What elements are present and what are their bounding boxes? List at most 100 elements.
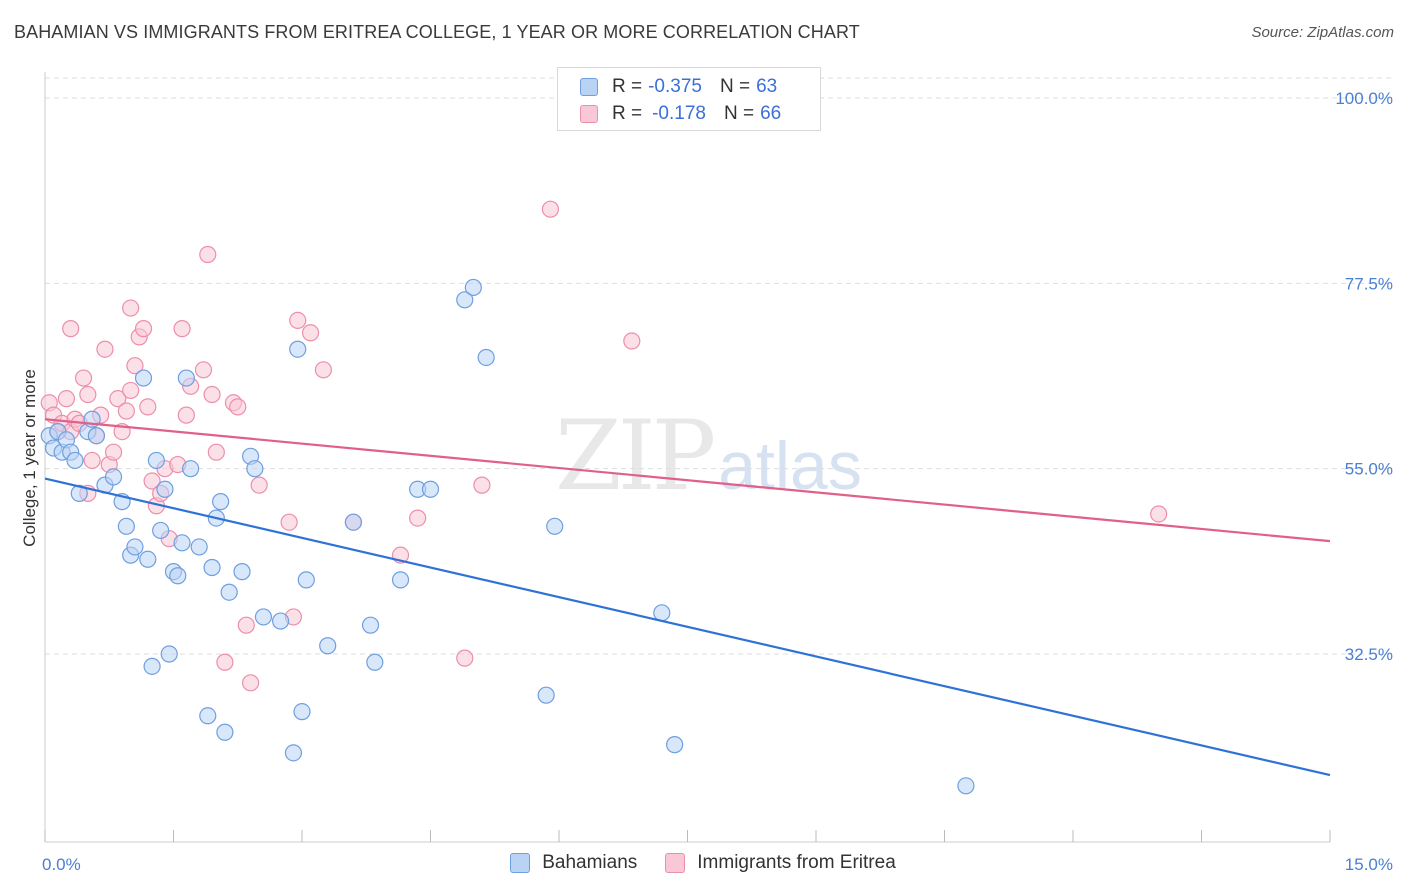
data-point: [456, 291, 474, 309]
n-label: N =: [719, 76, 751, 97]
data-point: [233, 563, 251, 581]
data-point: [280, 513, 298, 531]
eritrea-trend-line: [44, 418, 1331, 543]
r-label: R =: [612, 76, 643, 97]
data-point: [254, 608, 273, 626]
x-tick-label: 0.0%: [42, 855, 81, 874]
y-tick-label: 100.0%: [1335, 89, 1393, 108]
legend-item-eritrea[interactable]: Immigrants from Eritrea: [665, 852, 896, 874]
data-point: [271, 612, 290, 630]
y-axis-label: College, 1 year or more: [20, 369, 39, 547]
data-point: [83, 451, 101, 470]
data-point: [57, 390, 76, 408]
data-point: [194, 361, 213, 379]
data-point: [220, 583, 238, 601]
data-point: [117, 517, 135, 535]
data-point: [203, 385, 221, 404]
data-point: [361, 616, 380, 634]
data-point: [134, 320, 153, 338]
y-tick-label: 32.5%: [1345, 645, 1393, 664]
legend-swatch-pink: [580, 105, 598, 123]
legend-row-bahamians: R = -0.375 N = 63: [580, 75, 777, 99]
data-point: [289, 311, 307, 329]
legend-item-bahamians[interactable]: Bahamians: [510, 852, 637, 874]
data-point: [173, 320, 191, 338]
data-point: [122, 381, 140, 400]
eritrea-label: Immigrants from Eritrea: [697, 852, 896, 873]
data-point: [134, 369, 153, 387]
data-point: [653, 604, 671, 622]
data-point: [409, 509, 427, 527]
axes: [44, 72, 1331, 843]
data-point: [152, 521, 170, 540]
bahamians-swatch: [510, 853, 531, 873]
data-point: [237, 616, 255, 634]
data-point: [289, 340, 307, 358]
source-label: Source: ZipAtlas.com: [1251, 24, 1394, 41]
data-point: [169, 567, 187, 585]
data-point: [541, 200, 560, 218]
data-point: [207, 443, 225, 461]
data-point: [666, 736, 684, 754]
data-point: [1150, 505, 1168, 523]
x-tick-label: 15.0%: [1345, 855, 1393, 874]
data-point: [203, 558, 221, 577]
watermark-atlas: atlas: [718, 428, 862, 504]
legend-row-eritrea: R = -0.178 N = 66: [580, 102, 781, 126]
data-point: [122, 299, 140, 317]
data-point: [177, 369, 195, 387]
data-point: [473, 476, 491, 494]
data-point: [301, 324, 320, 342]
data-point: [74, 369, 93, 387]
bahamian-points: [40, 278, 975, 795]
n-value: 63: [756, 76, 778, 97]
data-point: [546, 517, 564, 535]
trend-lines: [44, 418, 1331, 777]
n-value: 66: [760, 103, 782, 124]
data-point: [126, 357, 144, 375]
eritrea-swatch: [665, 853, 686, 873]
data-point: [477, 348, 495, 367]
data-point: [957, 777, 975, 795]
data-point: [62, 320, 80, 338]
bahamians-label: Bahamians: [542, 852, 638, 873]
data-point: [297, 571, 315, 589]
data-point: [177, 406, 195, 424]
watermark-zip: ZIP: [555, 400, 716, 512]
data-point: [216, 723, 234, 741]
data-point: [314, 361, 333, 379]
chart-title: BAHAMIAN VS IMMIGRANTS FROM ERITREA COLL…: [14, 22, 860, 42]
data-point: [293, 703, 311, 721]
data-point: [182, 460, 200, 478]
data-point: [229, 398, 247, 416]
data-point: [242, 674, 260, 692]
data-point: [456, 649, 474, 667]
series-legend: Bahamians Immigrants from Eritrea: [0, 852, 1406, 874]
data-point: [87, 427, 106, 445]
data-point: [104, 468, 123, 486]
data-point: [190, 538, 208, 556]
data-point: [199, 707, 217, 725]
data-point: [160, 645, 178, 663]
r-label: R =: [612, 103, 643, 124]
bahamians-trend-line: [44, 477, 1331, 777]
data-point: [139, 398, 157, 416]
data-point: [421, 480, 440, 498]
data-point: [173, 534, 191, 552]
legend-swatch-blue: [580, 78, 598, 96]
y-tick-label: 77.5%: [1345, 274, 1393, 293]
zipatlas-watermark: ZIPatlas: [555, 400, 862, 512]
n-label: N =: [723, 103, 755, 124]
data-point: [143, 657, 161, 675]
r-value: -0.375: [648, 76, 702, 97]
r-value: -0.178: [652, 103, 706, 124]
data-point: [344, 513, 362, 531]
data-point: [139, 550, 157, 568]
data-point: [319, 637, 337, 655]
data-point: [284, 744, 303, 762]
data-point: [199, 245, 217, 264]
data-point: [216, 653, 234, 671]
tick-labels: 32.5% 55.0% 77.5% 100.0% 0.0% 15.0%: [42, 89, 1393, 874]
data-point: [250, 476, 268, 494]
data-point: [537, 686, 555, 704]
